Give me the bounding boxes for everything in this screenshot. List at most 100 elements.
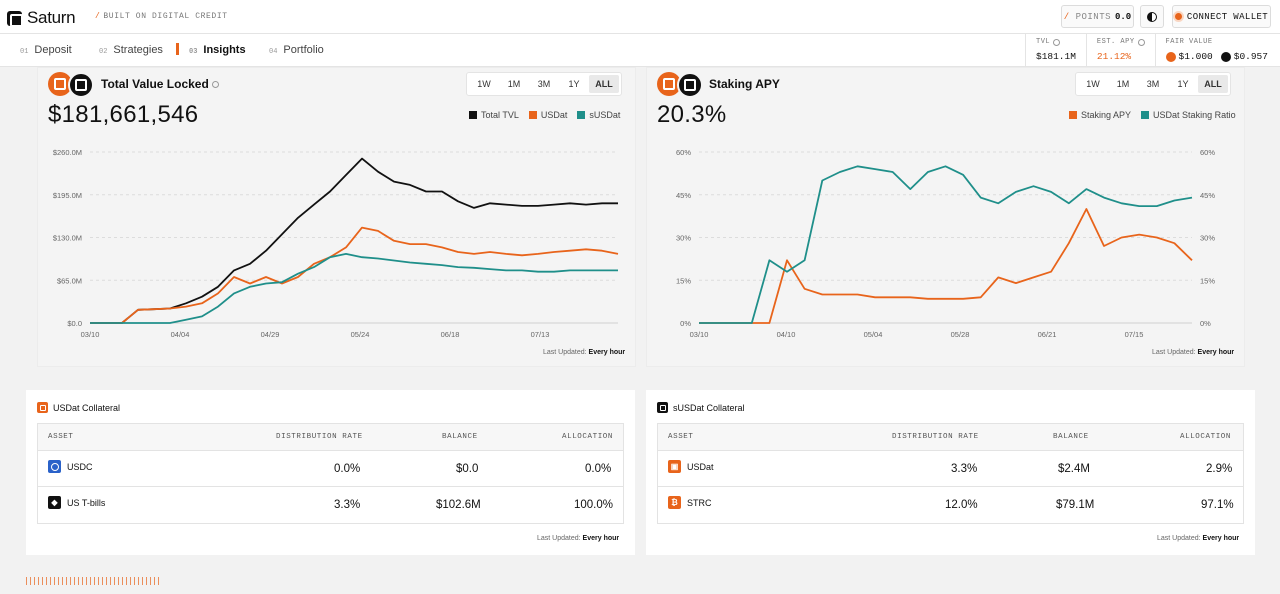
footer-tick — [62, 577, 63, 585]
contrast-icon — [1147, 11, 1157, 22]
saturn-logo[interactable]: Saturn — [7, 8, 76, 28]
footer-ticks — [26, 577, 159, 585]
x-tick-label: 03/10 — [81, 330, 100, 339]
footer-tick — [82, 577, 83, 585]
susdat-collateral-card: sUSDat Collateral ASSET DISTRIBUTION RAT… — [646, 390, 1255, 555]
token-badges — [657, 72, 703, 98]
connect-wallet-button[interactable]: CONNECT WALLET — [1172, 5, 1271, 28]
y-tick-label-right: 60% — [1200, 148, 1215, 157]
y-tick-label: 60% — [676, 148, 691, 157]
footer-tick — [102, 577, 103, 585]
range-1m-button[interactable]: 1M — [507, 79, 521, 89]
tvl-chart-card: Total Value Locked $181,661,546 1W 1M 3M… — [37, 67, 636, 367]
x-tick-label: 07/13 — [531, 330, 550, 339]
footer-tick — [42, 577, 43, 585]
x-tick-label: 06/18 — [441, 330, 460, 339]
footer-tick — [70, 577, 71, 585]
x-tick-label: 04/29 — [261, 330, 280, 339]
footer-tick — [142, 577, 143, 585]
usdat-last-updated: Last Updated: Every hour — [537, 535, 620, 542]
nav-item-deposit[interactable]: 01 Deposit — [20, 44, 72, 56]
legend-susdat: sUSDat — [577, 110, 620, 120]
asset-cell: USDC — [48, 460, 93, 473]
footer-tick — [74, 577, 75, 585]
table-row[interactable]: ◆ US T-bills 3.3% $102.6M 100.0% — [38, 487, 623, 523]
y-tick-label-right: 45% — [1200, 191, 1215, 200]
footer-tick — [98, 577, 99, 585]
range-1y-button[interactable]: 1Y — [568, 79, 580, 89]
footer-tick — [86, 577, 87, 585]
asset-cell: ◆ US T-bills — [48, 496, 105, 509]
x-tick-label: 04/04 — [171, 330, 190, 339]
x-tick-label: 05/04 — [864, 330, 883, 339]
range-1m-button[interactable]: 1M — [1116, 79, 1130, 89]
info-icon — [211, 80, 219, 88]
usdat-collateral-table: ASSET DISTRIBUTION RATE BALANCE ALLOCATI… — [37, 423, 624, 524]
tvl-title: Total Value Locked — [101, 77, 219, 91]
range-all-button[interactable]: ALL — [1198, 75, 1228, 93]
x-tick-label: 07/15 — [1125, 330, 1144, 339]
legend-staking-ratio: USDat Staking Ratio — [1141, 110, 1236, 120]
theme-toggle-button[interactable] — [1140, 5, 1164, 28]
y-tick-label: $130.0M — [53, 234, 82, 243]
table-header: ASSET DISTRIBUTION RATE BALANCE ALLOCATI… — [658, 424, 1243, 451]
tagline: / BUILT ON DIGITAL CREDIT — [95, 12, 228, 21]
footer-tick — [78, 577, 79, 585]
x-tick-label: 05/28 — [951, 330, 970, 339]
asset-cell: ▣ USDat — [668, 460, 714, 473]
footer-tick — [134, 577, 135, 585]
usdat-icon: ▣ — [668, 460, 681, 473]
footer-tick — [114, 577, 115, 585]
token-badges — [48, 72, 94, 98]
points-button[interactable]: / POINTS 0.0 — [1061, 5, 1134, 28]
range-all-button[interactable]: ALL — [589, 75, 619, 93]
apy-legend: Staking APY USDat Staking Ratio — [1069, 110, 1236, 120]
susdat-square-icon — [657, 402, 668, 413]
legend-usdat: USDat — [528, 110, 567, 120]
y-tick-label: $195.0M — [53, 191, 82, 200]
table-row[interactable]: ▣ USDat 3.3% $2.4M 2.9% — [658, 451, 1243, 487]
table-row[interactable]: USDC 0.0% $0.0 0.0% — [38, 451, 623, 487]
nav-item-insights[interactable]: 03 Insights — [189, 44, 246, 56]
footer-tick — [90, 577, 91, 585]
stat-fair-value: FAIR VALUE $1.000 $0.957 — [1154, 34, 1278, 67]
usdc-icon — [48, 460, 61, 473]
range-3m-button[interactable]: 3M — [537, 79, 551, 89]
y-tick-label: $0.0 — [67, 319, 82, 328]
footer-tick — [54, 577, 55, 585]
legend-total-tvl: Total TVL — [469, 110, 519, 120]
series-line-usdat — [90, 226, 619, 324]
legend-staking-apy: Staking APY — [1069, 110, 1131, 120]
range-1y-button[interactable]: 1Y — [1177, 79, 1189, 89]
series-line-staking-apy — [699, 208, 1193, 324]
stat-est-apy: EST. APY 21.12% — [1085, 34, 1155, 67]
usdat-square-icon — [37, 402, 48, 413]
x-tick-label: 04/10 — [777, 330, 796, 339]
usdat-coin-icon — [1165, 51, 1176, 62]
table-header: ASSET DISTRIBUTION RATE BALANCE ALLOCATI… — [38, 424, 623, 451]
x-tick-label: 05/24 — [351, 330, 370, 339]
nav-item-strategies[interactable]: 02 Strategies — [99, 44, 163, 56]
tbill-icon: ◆ — [48, 496, 61, 509]
range-1w-button[interactable]: 1W — [477, 79, 491, 89]
tvl-chart[interactable]: $0.0 $65.0M $130.0M $195.0M $260.0M 03/10 04/0… — [38, 138, 635, 343]
strc-icon: ₿ — [668, 496, 681, 509]
tvl-last-updated: Last Updated: Every hour — [543, 349, 626, 356]
y-tick-label: $65.0M — [57, 276, 82, 285]
apy-value: 20.3% — [657, 101, 727, 128]
saturn-logo-icon — [7, 10, 23, 27]
y-tick-label-right: 0% — [1200, 319, 1211, 328]
nav-item-portfolio[interactable]: 04 Portfolio — [269, 44, 324, 56]
points-value: 0.0 — [1115, 11, 1132, 22]
footer-tick — [94, 577, 95, 585]
brand-name: Saturn — [27, 8, 76, 27]
susdat-collateral-title: sUSDat Collateral — [657, 402, 745, 413]
susdat-last-updated: Last Updated: Every hour — [1157, 535, 1240, 542]
staking-apy-chart[interactable]: 0% 0% 15% 15% 30% 30% 45% 45% 60% 60% 03/10 04/10 05… — [647, 138, 1244, 343]
nav-bar: 01 Deposit 02 Strategies 03 Insights 04 Port… — [0, 34, 1280, 67]
footer-tick — [46, 577, 47, 585]
range-1w-button[interactable]: 1W — [1086, 79, 1100, 89]
footer-tick — [150, 577, 151, 585]
range-3m-button[interactable]: 3M — [1146, 79, 1160, 89]
table-row[interactable]: ₿ STRC 12.0% $79.1M 97.1% — [658, 487, 1243, 523]
